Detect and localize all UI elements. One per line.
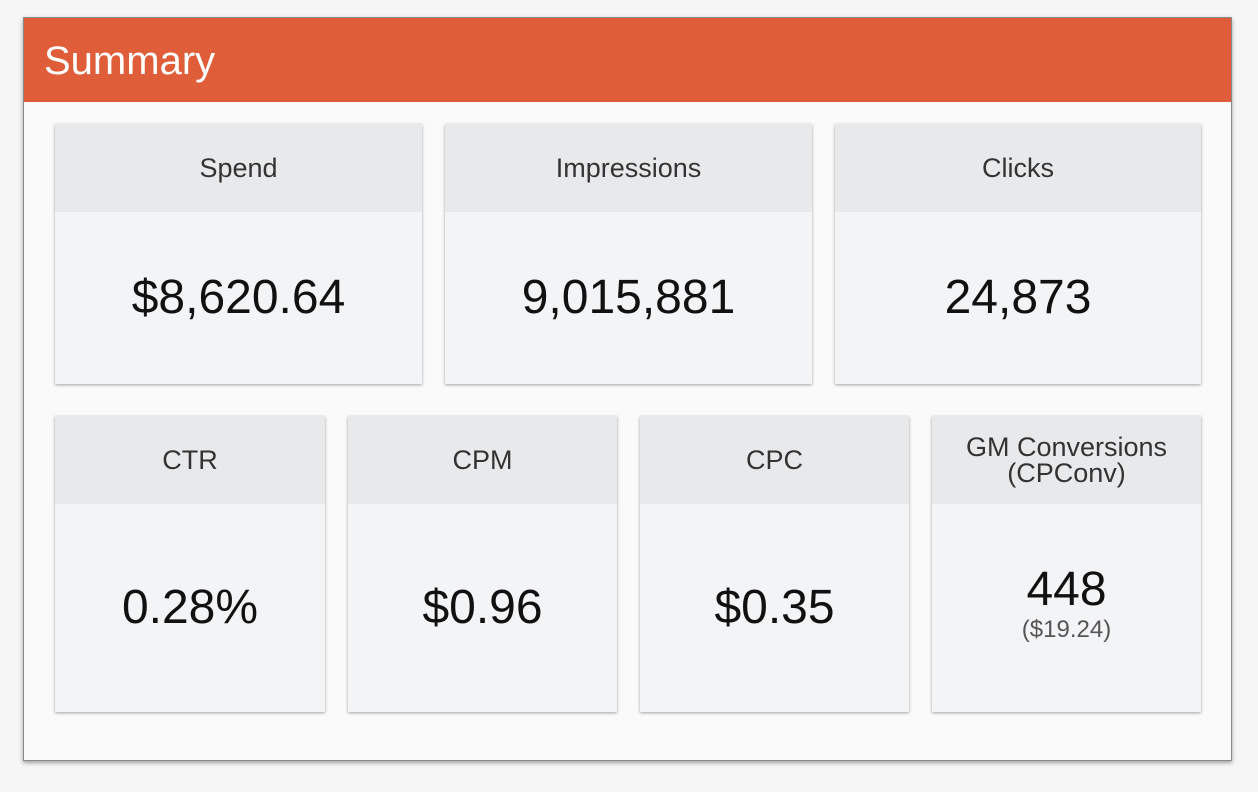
metric-value: $0.35 — [714, 581, 835, 634]
metric-card-header: GM Conversions (CPConv) — [932, 416, 1201, 504]
metric-card-header: Impressions — [445, 124, 812, 212]
metric-card-body: 24,873 — [835, 212, 1201, 384]
metric-card-header: CTR — [55, 416, 325, 504]
summary-panel: Summary Spend $8,620.64 Impressions 9,01… — [23, 17, 1232, 761]
metric-card-ctr: CTR 0.28% — [55, 416, 325, 712]
metric-card-header: CPC — [640, 416, 909, 504]
metric-card-gm-conversions: GM Conversions (CPConv) 448 ($19.24) — [932, 416, 1201, 712]
metric-card-header: CPM — [348, 416, 617, 504]
metric-card-clicks: Clicks 24,873 — [835, 124, 1201, 384]
metric-card-body: 9,015,881 — [445, 212, 812, 384]
metric-card-body: $0.96 — [348, 504, 617, 712]
metric-value: 9,015,881 — [521, 271, 736, 324]
metric-card-body: 0.28% — [55, 504, 325, 712]
metric-card-header: Clicks — [835, 124, 1201, 212]
metric-value: $8,620.64 — [131, 271, 346, 324]
metric-card-impressions: Impressions 9,015,881 — [445, 124, 812, 384]
metric-card-cpm: CPM $0.96 — [348, 416, 617, 712]
metric-label: CPC — [745, 444, 803, 475]
metric-label: CTR — [162, 444, 218, 475]
metric-value: 0.28% — [121, 581, 259, 634]
metric-label: Spend — [199, 152, 278, 183]
metric-card-header: Spend — [55, 124, 422, 212]
metric-value: 448 — [1026, 563, 1107, 616]
metric-sub-value: ($19.24) — [1021, 616, 1112, 643]
metric-label: Impressions — [555, 152, 702, 183]
metric-card-body: $8,620.64 — [55, 212, 422, 384]
metric-card-body: $0.35 — [640, 504, 909, 712]
metric-card-spend: Spend $8,620.64 — [55, 124, 422, 384]
metric-label-group: GM Conversions (CPConv) — [965, 432, 1168, 488]
metric-card-cpc: CPC $0.35 — [640, 416, 909, 712]
metric-value: 24,873 — [944, 271, 1092, 324]
metric-label: CPM — [452, 444, 513, 475]
panel-title: Summary — [44, 39, 216, 83]
panel-header: Summary — [24, 18, 1231, 102]
metric-label: Clicks — [982, 152, 1054, 183]
metric-value: $0.96 — [422, 581, 543, 634]
metric-label-secondary: (CPConv) — [1007, 458, 1126, 488]
metric-label: GM Conversions — [965, 432, 1168, 462]
metric-card-body: 448 ($19.24) — [932, 504, 1201, 712]
